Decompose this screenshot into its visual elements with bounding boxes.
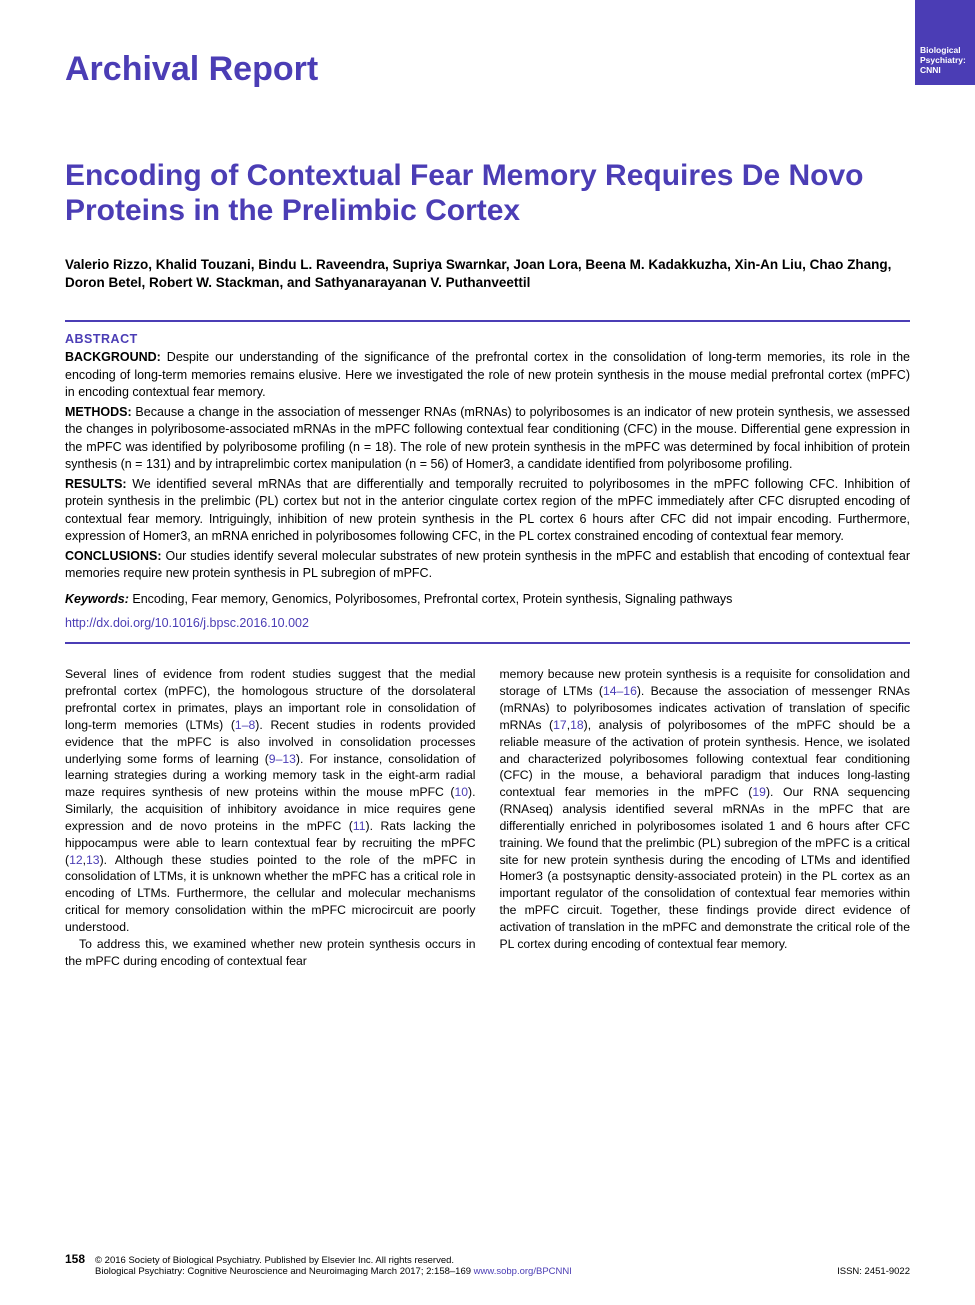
article-type: Archival Report — [65, 50, 910, 89]
citation-link[interactable]: 11 — [353, 819, 366, 833]
journal-citation: Biological Psychiatry: Cognitive Neurosc… — [95, 1266, 572, 1277]
citation-link[interactable]: 10 — [454, 785, 468, 799]
copyright-text: © 2016 Society of Biological Psychiatry.… — [95, 1255, 572, 1266]
keywords-label: Keywords: — [65, 592, 129, 606]
paragraph: Several lines of evidence from rodent st… — [65, 666, 476, 935]
page-footer: 158 © 2016 Society of Biological Psychia… — [65, 1252, 910, 1277]
citation-link[interactable]: 1–8 — [235, 718, 255, 732]
issn-text: ISSN: 2451-9022 — [837, 1266, 910, 1277]
author-list: Valerio Rizzo, Khalid Touzani, Bindu L. … — [65, 256, 910, 292]
abstract-text: Because a change in the association of m… — [65, 405, 910, 472]
citation-link[interactable]: 18 — [570, 718, 584, 732]
page-number: 158 — [65, 1252, 85, 1266]
abstract-heading: ABSTRACT — [65, 332, 910, 346]
journal-url-link[interactable]: www.sobp.org/BPCNNI — [474, 1266, 572, 1277]
badge-line: CNNI — [920, 65, 970, 75]
abstract-background: BACKGROUND: Despite our understanding of… — [65, 349, 910, 402]
abstract-label: BACKGROUND: — [65, 350, 161, 364]
keywords: Keywords: Encoding, Fear memory, Genomic… — [65, 591, 910, 609]
abstract-methods: METHODS: Because a change in the associa… — [65, 404, 910, 474]
citation-link[interactable]: 17 — [553, 718, 567, 732]
body-columns: Several lines of evidence from rodent st… — [65, 666, 910, 969]
doi-link[interactable]: http://dx.doi.org/10.1016/j.bpsc.2016.10… — [65, 616, 910, 630]
column-left: Several lines of evidence from rodent st… — [65, 666, 476, 969]
citation-link[interactable]: 12 — [69, 853, 83, 867]
citation-link[interactable]: 13 — [86, 853, 100, 867]
abstract-text: Despite our understanding of the signifi… — [65, 350, 910, 399]
footer-left: 158 © 2016 Society of Biological Psychia… — [65, 1252, 572, 1277]
citation-link[interactable]: 9–13 — [269, 752, 296, 766]
abstract-box: ABSTRACT BACKGROUND: Despite our underst… — [65, 320, 910, 644]
badge-line: Biological — [920, 45, 970, 55]
column-right: memory because new protein synthesis is … — [500, 666, 911, 969]
citation-link[interactable]: 19 — [752, 785, 766, 799]
abstract-label: CONCLUSIONS: — [65, 549, 162, 563]
article-title: Encoding of Contextual Fear Memory Requi… — [65, 159, 910, 228]
abstract-label: METHODS: — [65, 405, 132, 419]
journal-badge: Biological Psychiatry: CNNI — [915, 0, 975, 85]
keywords-text: Encoding, Fear memory, Genomics, Polyrib… — [129, 592, 733, 606]
abstract-label: RESULTS: — [65, 477, 127, 491]
abstract-text: Our studies identify several molecular s… — [65, 549, 910, 581]
abstract-text: We identified several mRNAs that are dif… — [65, 477, 910, 544]
citation-link[interactable]: 14–16 — [603, 684, 637, 698]
paragraph: To address this, we examined whether new… — [65, 936, 476, 970]
paragraph: memory because new protein synthesis is … — [500, 666, 911, 952]
abstract-results: RESULTS: We identified several mRNAs tha… — [65, 476, 910, 546]
badge-line: Psychiatry: — [920, 55, 970, 65]
abstract-conclusions: CONCLUSIONS: Our studies identify severa… — [65, 548, 910, 583]
